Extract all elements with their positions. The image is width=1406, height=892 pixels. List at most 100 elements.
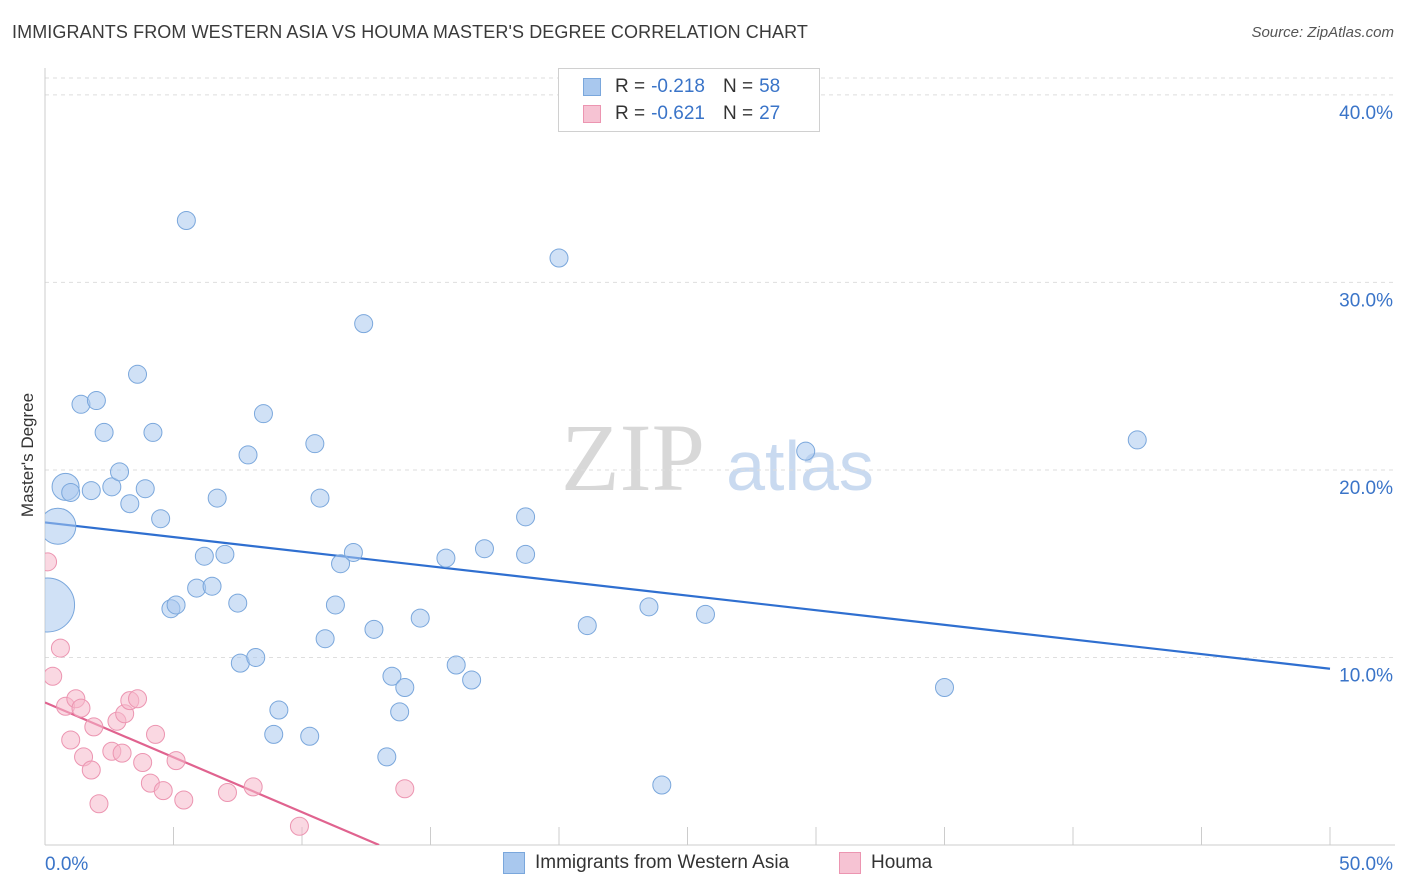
point-western-asia bbox=[215, 544, 235, 564]
legend-row-western-asia: R = -0.218 N = 58 bbox=[583, 75, 780, 99]
point-western-asia bbox=[269, 700, 289, 720]
point-houma bbox=[71, 698, 91, 718]
point-western-asia bbox=[695, 604, 715, 624]
trend-lines bbox=[45, 521, 1331, 845]
point-houma bbox=[153, 781, 173, 801]
point-western-asia bbox=[310, 488, 330, 508]
point-western-asia bbox=[94, 422, 114, 442]
point-western-asia bbox=[474, 539, 494, 559]
point-western-asia bbox=[86, 391, 106, 411]
point-western-asia bbox=[549, 248, 569, 268]
point-western-asia bbox=[395, 677, 415, 697]
point-western-asia bbox=[577, 616, 597, 636]
chart-title: IMMIGRANTS FROM WESTERN ASIA VS HOUMA MA… bbox=[12, 22, 808, 42]
y-tick-label: 40.0% bbox=[1339, 103, 1393, 124]
point-western-asia bbox=[390, 702, 410, 722]
y-tick-label: 10.0% bbox=[1339, 665, 1393, 686]
point-houma bbox=[84, 717, 104, 737]
y-tick-label: 30.0% bbox=[1339, 290, 1393, 311]
point-western-asia bbox=[120, 494, 140, 514]
point-western-asia bbox=[516, 507, 536, 527]
point-western-asia bbox=[462, 670, 482, 690]
grid-lines bbox=[45, 77, 1395, 658]
point-western-asia bbox=[135, 479, 155, 499]
r-value: -0.621 bbox=[651, 103, 705, 124]
point-houma bbox=[89, 794, 109, 814]
point-western-asia bbox=[305, 434, 325, 454]
point-western-asia bbox=[176, 211, 196, 231]
point-western-asia bbox=[238, 445, 258, 465]
point-western-asia bbox=[246, 647, 266, 667]
point-western-asia bbox=[436, 548, 456, 568]
point-western-asia bbox=[935, 677, 954, 697]
x-tick-label: 50.0% bbox=[1339, 854, 1393, 875]
point-western-asia bbox=[1127, 430, 1147, 450]
point-western-asia bbox=[166, 595, 186, 615]
point-western-asia bbox=[354, 314, 374, 334]
source-label: Source: ZipAtlas.com bbox=[1251, 24, 1394, 41]
trend-line-western-asia bbox=[45, 521, 1331, 670]
point-houma bbox=[174, 790, 194, 810]
point-western-asia bbox=[652, 775, 672, 795]
legend-row-houma: R = -0.621 N = 27 bbox=[583, 102, 780, 126]
point-houma bbox=[395, 779, 415, 799]
point-houma bbox=[112, 743, 132, 763]
point-western-asia bbox=[143, 422, 163, 442]
point-western-asia bbox=[516, 544, 536, 564]
point-western-asia bbox=[102, 477, 122, 497]
point-houma bbox=[45, 666, 63, 686]
point-western-asia bbox=[264, 724, 284, 744]
point-houma bbox=[50, 638, 70, 658]
pink-swatch-icon bbox=[583, 105, 601, 123]
blue-swatch-icon bbox=[583, 78, 601, 96]
point-houma bbox=[289, 816, 309, 836]
point-western-asia bbox=[315, 629, 335, 649]
point-western-asia bbox=[194, 546, 214, 566]
point-western-asia bbox=[364, 619, 384, 639]
point-western-asia bbox=[410, 608, 430, 628]
r-value: -0.218 bbox=[651, 76, 705, 97]
point-western-asia bbox=[151, 509, 171, 529]
point-western-asia bbox=[382, 666, 402, 686]
bottom-legend-western-asia[interactable]: Immigrants from Western Asia bbox=[503, 852, 789, 874]
point-western-asia bbox=[377, 747, 397, 767]
point-western-asia bbox=[325, 595, 345, 615]
y-tick-label: 20.0% bbox=[1339, 478, 1393, 499]
series-label: Houma bbox=[871, 852, 933, 873]
watermark-zip: ZIP bbox=[561, 404, 705, 511]
watermark: ZIP atlas bbox=[561, 404, 874, 511]
point-western-asia bbox=[128, 364, 148, 384]
n-label: N = bbox=[722, 76, 754, 97]
point-western-asia bbox=[228, 593, 248, 613]
tick-labels: 10.0% 20.0% 30.0% 40.0% 0.0% 50.0% bbox=[45, 103, 1393, 875]
point-western-asia bbox=[343, 542, 363, 562]
bottom-legend-houma[interactable]: Houma bbox=[839, 852, 932, 874]
point-houma bbox=[81, 760, 101, 780]
stats-legend: R = -0.218 N = 58 R = -0.621 N = 27 bbox=[558, 68, 820, 132]
point-western-asia bbox=[45, 577, 76, 633]
r-label: R = bbox=[615, 103, 646, 124]
point-houma bbox=[217, 782, 237, 802]
point-houma bbox=[45, 552, 58, 572]
x-tick-label: 0.0% bbox=[45, 854, 88, 875]
series-label: Immigrants from Western Asia bbox=[535, 852, 790, 873]
n-label: N = bbox=[722, 103, 754, 124]
point-houma bbox=[61, 730, 81, 750]
point-western-asia bbox=[45, 507, 77, 545]
point-western-asia bbox=[253, 404, 273, 424]
point-houma bbox=[243, 777, 263, 797]
blue-swatch-icon bbox=[503, 852, 525, 874]
point-western-asia bbox=[81, 481, 101, 501]
watermark-atlas: atlas bbox=[726, 427, 874, 505]
axes bbox=[44, 68, 1395, 846]
y-axis-title: Master's Degree bbox=[18, 392, 37, 518]
n-value: 27 bbox=[759, 103, 781, 124]
point-houma bbox=[128, 689, 148, 709]
point-western-asia bbox=[446, 655, 466, 675]
point-houma bbox=[146, 724, 166, 744]
point-western-asia bbox=[300, 726, 320, 746]
point-houma bbox=[166, 751, 186, 771]
point-western-asia bbox=[110, 462, 130, 482]
point-western-asia bbox=[202, 576, 222, 596]
point-western-asia bbox=[639, 597, 659, 617]
